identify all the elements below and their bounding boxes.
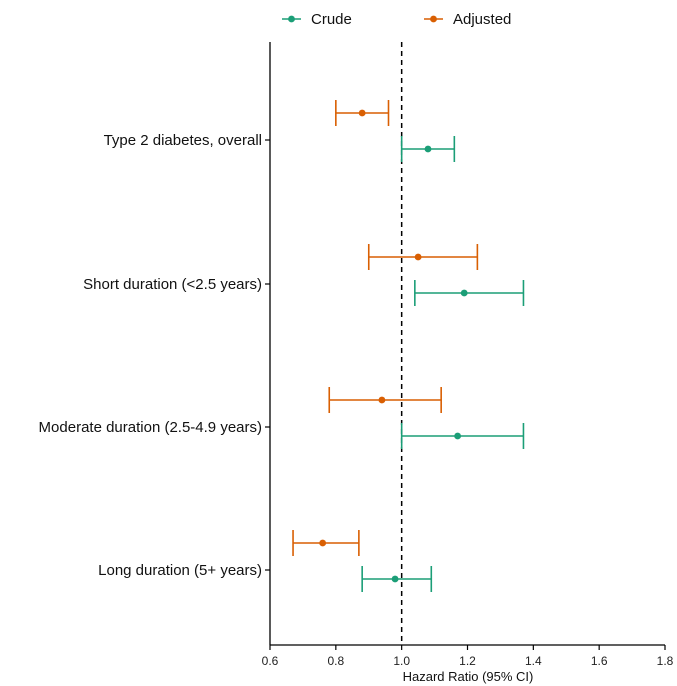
legend-label: Adjusted bbox=[453, 11, 511, 28]
y-category-label: Moderate duration (2.5-4.9 years) bbox=[39, 419, 262, 436]
point-estimate bbox=[414, 253, 422, 261]
x-tick-label: 1.0 bbox=[393, 654, 410, 668]
y-category-label: Long duration (5+ years) bbox=[98, 562, 262, 579]
point-estimate bbox=[378, 396, 386, 404]
legend-label: Crude bbox=[311, 11, 352, 28]
legend-item-adjusted: Adjusted bbox=[424, 11, 511, 28]
x-tick-label: 1.2 bbox=[459, 654, 476, 668]
series-adjusted bbox=[292, 100, 479, 556]
x-tick-label: 1.6 bbox=[591, 654, 608, 668]
point-estimate bbox=[391, 575, 399, 583]
x-tick-label: 0.8 bbox=[327, 654, 344, 668]
y-category-label: Type 2 diabetes, overall bbox=[104, 132, 262, 149]
x-tick-label: 0.6 bbox=[262, 654, 279, 668]
legend-item-crude: Crude bbox=[282, 11, 352, 28]
point-estimate bbox=[358, 109, 366, 117]
x-axis-title: Hazard Ratio (95% CI) bbox=[403, 669, 534, 684]
point-estimate bbox=[319, 539, 327, 547]
legend-key-point bbox=[430, 15, 437, 23]
plot-marks bbox=[292, 100, 525, 592]
series-crude bbox=[361, 136, 525, 592]
point-estimate bbox=[424, 145, 432, 153]
legend-key-point bbox=[288, 15, 295, 23]
x-tick-label: 1.4 bbox=[525, 654, 542, 668]
axes: 0.6 0.8 1.0 1.2 1.4 1.6 1.8 Type 2 diabetes, ov… bbox=[39, 42, 674, 668]
x-tick-label: 1.8 bbox=[657, 654, 674, 668]
y-category-label: Short duration (<2.5 years) bbox=[83, 276, 262, 293]
point-estimate bbox=[460, 289, 468, 297]
legend: Crude Adjusted bbox=[282, 11, 511, 28]
point-estimate bbox=[454, 432, 462, 440]
